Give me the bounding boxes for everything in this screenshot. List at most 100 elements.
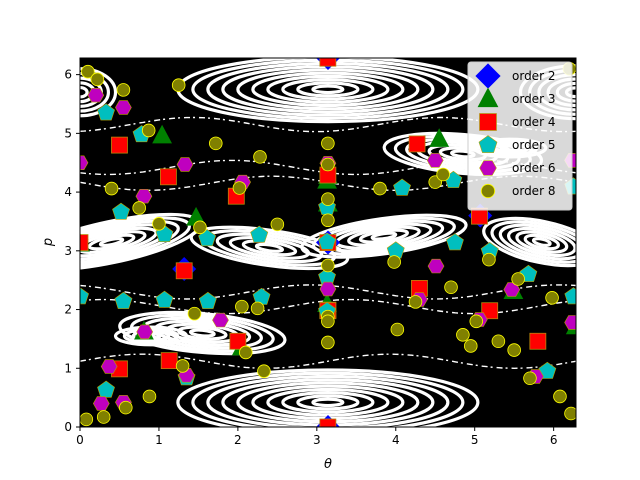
x-axis-ticks: 0 1 2 3 4 5 6 <box>76 427 557 447</box>
data-point <box>198 291 217 309</box>
x-tick-label: 6 <box>550 433 558 447</box>
data-point <box>253 150 267 164</box>
data-point <box>198 229 217 247</box>
invariant-curve <box>236 68 420 111</box>
invariant-curve <box>347 225 421 247</box>
invariant-curve <box>188 328 216 338</box>
series-order-8 <box>80 61 576 427</box>
invariant-curve <box>296 394 360 411</box>
invariant-curve <box>507 226 576 258</box>
invariant-curve <box>176 368 480 427</box>
data-point <box>469 314 484 329</box>
data-point <box>160 352 178 370</box>
invariant-curve <box>358 228 409 244</box>
data-point <box>321 335 335 350</box>
legend-label: order 6 <box>512 161 555 175</box>
x-tick-label: 3 <box>313 433 321 447</box>
data-point <box>408 135 426 153</box>
data-point <box>538 361 557 379</box>
data-point <box>444 280 458 295</box>
data-point <box>564 406 576 421</box>
legend-marker <box>477 87 499 108</box>
x-tick-label: 4 <box>392 433 400 447</box>
data-point <box>545 291 559 305</box>
legend-entry: order 6 <box>479 160 555 176</box>
y-tick-label: 2 <box>64 303 72 317</box>
invariant-curve <box>113 325 189 347</box>
data-point <box>393 178 411 196</box>
y-tick-label: 4 <box>64 185 72 199</box>
x-tick-label: 2 <box>234 433 242 447</box>
island-1 <box>176 368 480 427</box>
invariant-curve <box>129 313 275 353</box>
invariant-curve <box>370 231 398 241</box>
data-point <box>171 78 186 92</box>
data-point <box>175 359 190 373</box>
invariant-curve <box>80 219 180 265</box>
invariant-curve <box>118 310 287 356</box>
data-point <box>239 345 253 360</box>
data-point <box>160 168 177 186</box>
data-point <box>235 299 249 314</box>
data-point <box>319 418 337 427</box>
data-point <box>408 295 423 309</box>
legend-marker <box>478 135 498 153</box>
y-axis-label: p <box>41 238 56 247</box>
island-7 <box>189 225 350 271</box>
invariant-curve <box>80 71 111 113</box>
legend-label: order 8 <box>512 184 555 198</box>
series-order-5 <box>80 103 576 398</box>
invariant-curve <box>498 223 576 261</box>
data-point <box>529 332 547 350</box>
invariant-curve <box>80 230 147 254</box>
y-tick-label: 0 <box>64 420 72 434</box>
invariant-curve <box>281 78 375 101</box>
data-point <box>321 192 335 206</box>
data-point <box>390 322 405 337</box>
data-point <box>80 155 89 170</box>
legend-entry: order 2 <box>475 63 555 89</box>
invariant-curve <box>523 233 560 251</box>
data-point <box>155 290 174 308</box>
data-point <box>564 287 576 305</box>
data-point <box>321 258 335 273</box>
data-point <box>321 314 335 329</box>
data-point <box>318 232 336 250</box>
data-point <box>387 255 401 269</box>
legend: order 2 order 3 order 4 order 5 order 6 order… <box>467 61 573 211</box>
x-tick-label: 1 <box>155 433 163 447</box>
invariant-curve <box>251 71 405 108</box>
data-point <box>250 225 269 243</box>
y-tick-label: 3 <box>64 244 72 258</box>
data-point <box>321 157 335 172</box>
legend-label: order 4 <box>512 115 555 129</box>
invariant-curve <box>515 230 569 254</box>
data-point <box>114 291 133 309</box>
invariant-curve <box>191 371 465 427</box>
data-point <box>229 332 247 350</box>
data-point <box>115 100 132 115</box>
data-point <box>175 262 193 280</box>
data-point <box>152 217 166 231</box>
data-point <box>232 181 247 195</box>
data-point <box>436 167 450 182</box>
data-point <box>523 371 537 386</box>
data-point <box>80 412 94 427</box>
invariant-curve <box>296 81 360 98</box>
x-tick-label: 5 <box>471 433 479 447</box>
data-point <box>212 312 229 328</box>
data-point <box>507 343 521 357</box>
legend-marker <box>480 183 496 199</box>
data-point <box>141 123 156 138</box>
data-point <box>491 334 506 349</box>
invariant-curve <box>281 391 375 414</box>
data-point <box>136 324 154 340</box>
data-point <box>250 301 265 316</box>
data-point <box>426 153 444 168</box>
data-point <box>511 272 525 286</box>
invariant-curve <box>490 220 576 264</box>
data-point <box>270 217 285 232</box>
invariant-curve <box>482 216 576 268</box>
invariant-curve <box>311 84 345 95</box>
